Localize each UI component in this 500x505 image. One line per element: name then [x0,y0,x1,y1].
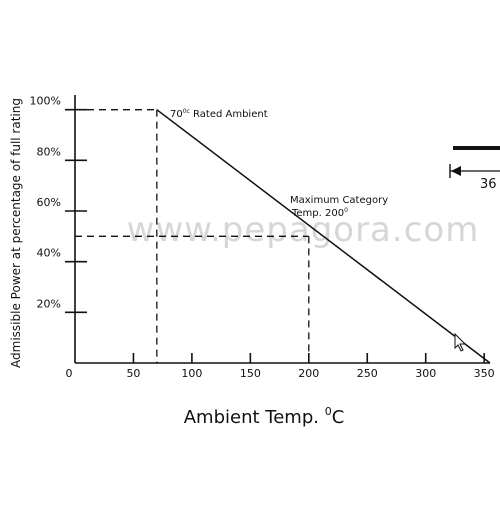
side-bar [453,146,500,150]
x-tick-label-250: 250 [357,367,378,380]
y-axis-title: Admissible Power at percentage of full r… [9,98,23,368]
side-dimension-label: 36 [480,177,497,192]
derating-series-line [156,109,491,364]
series-group [156,109,491,364]
cursor-icon [454,332,467,352]
x-tick-label-200: 200 [298,367,319,380]
guide-lines [75,109,310,363]
x-tick-label-300: 300 [415,367,436,380]
x-tick-label-350: 350 [474,367,495,380]
annotation-max-category-line2: Temp. 2000 [291,207,348,219]
x-tick-group: 0 50 100 150 200 250 300 350 [66,353,495,380]
y-tick-label-100: 100% [30,95,61,108]
side-arrow-head [451,166,461,176]
annotation-max-category-line1: Maximum Category [290,195,388,206]
x-tick-label-50: 50 [126,367,140,380]
annotation-rated-ambient: 700c Rated Ambient [170,108,268,120]
y-tick-group: 20% 40% 60% 80% 100% [30,95,87,314]
x-axis-title: Ambient Temp. 0C [184,405,345,428]
y-tick-label-80: 80% [37,145,61,158]
y-tick-label-40: 40% [37,247,61,260]
x-tick-label-0: 0 [66,367,73,380]
x-tick-label-150: 150 [240,367,261,380]
y-tick-label-20: 20% [37,297,61,310]
x-tick-label-100: 100 [181,367,202,380]
y-tick-label-60: 60% [37,196,61,209]
watermark-text: www.pepagora.com [127,210,480,250]
